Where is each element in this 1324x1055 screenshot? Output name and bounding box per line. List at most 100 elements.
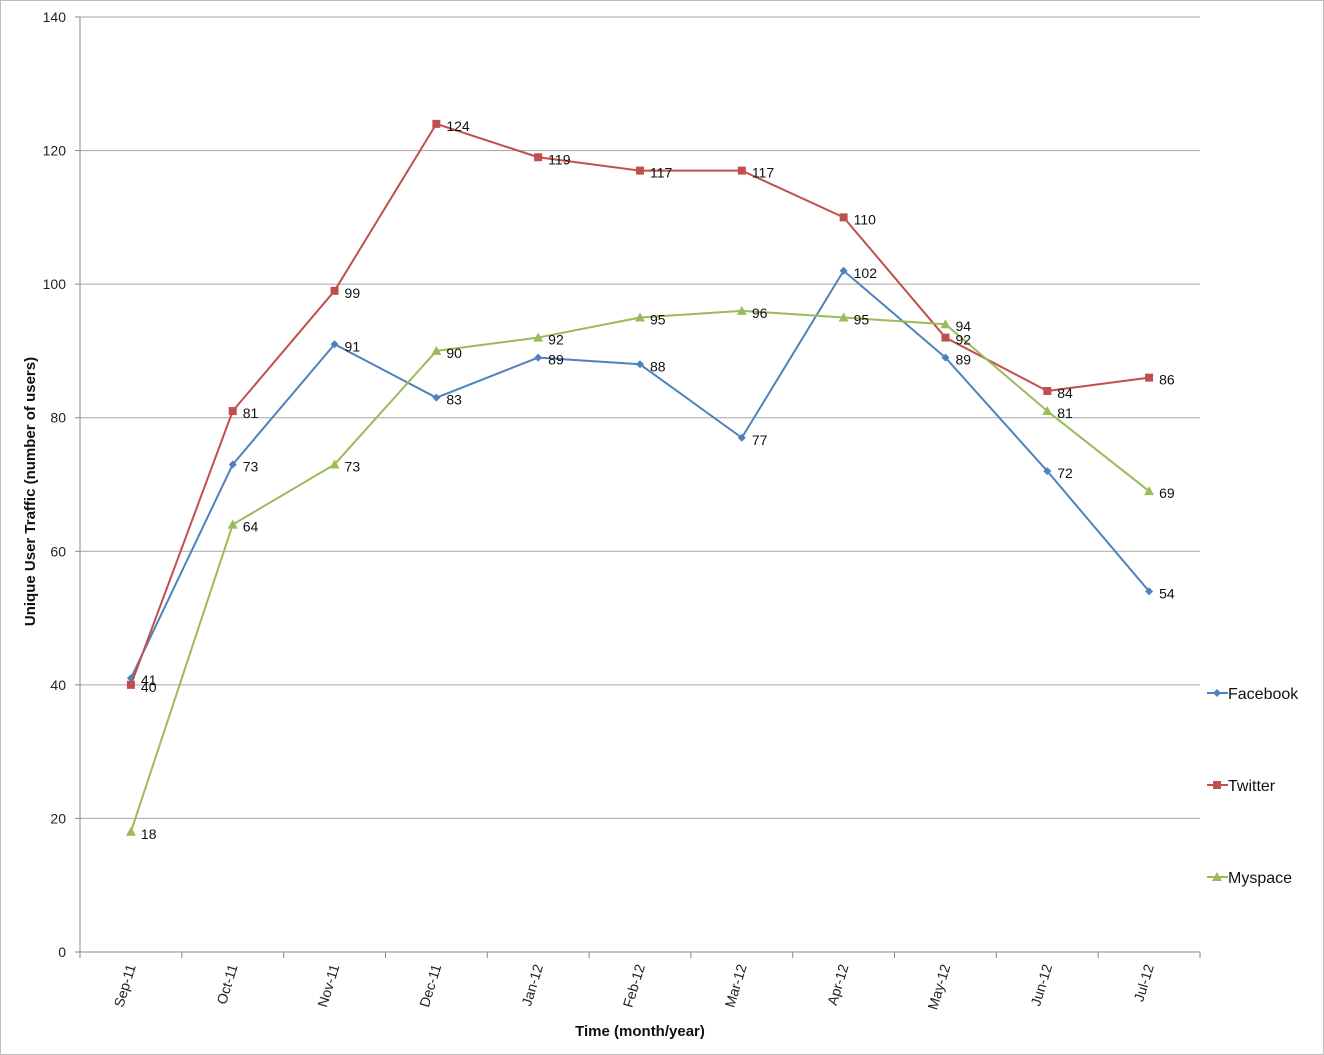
legend-marker-facebook	[1213, 689, 1221, 697]
facebook-data-label: 73	[243, 458, 259, 474]
facebook-point	[839, 266, 848, 275]
myspace-data-label: 69	[1159, 485, 1175, 501]
series-lines	[125, 119, 1155, 836]
facebook-data-label: 41	[141, 672, 157, 688]
facebook-point	[636, 360, 644, 369]
x-tick-label: Feb-12	[620, 962, 648, 1009]
twitter-data-label: 117	[752, 165, 775, 181]
legend-label-facebook: Facebook	[1228, 686, 1299, 703]
twitter-data-label: 117	[650, 165, 673, 181]
twitter-data-label: 92	[955, 332, 971, 348]
facebook-data-label: 91	[345, 338, 361, 354]
myspace-point	[1144, 486, 1155, 496]
y-tick-label: 40	[50, 677, 66, 693]
gridlines	[80, 16, 1200, 819]
myspace-data-label: 73	[345, 458, 361, 474]
facebook-data-label: 72	[1057, 465, 1073, 481]
x-tick-label: Jul-12	[1131, 962, 1158, 1003]
facebook-data-label: 89	[955, 352, 971, 368]
y-tick-label: 120	[43, 143, 67, 159]
y-tick-label: 0	[58, 944, 66, 960]
facebook-point	[1145, 587, 1154, 596]
myspace-point	[533, 332, 544, 342]
twitter-point	[839, 213, 848, 222]
myspace-point	[736, 305, 747, 315]
facebook-point	[432, 393, 441, 402]
facebook-data-label: 89	[548, 352, 564, 368]
myspace-point	[1042, 406, 1053, 416]
myspace-data-label: 92	[548, 332, 564, 348]
myspace-data-label: 64	[243, 519, 259, 535]
myspace-data-label: 95	[650, 312, 666, 328]
data-labels: 41 73 91 83 89 88 77 102 89 72 54 40 81 99 124 119 117 11…	[141, 118, 1175, 842]
myspace-point	[635, 312, 645, 322]
facebook-point	[1043, 467, 1052, 476]
facebook-point	[534, 353, 543, 362]
axes: 0 20 40 60 80 100 120 140 Sep-11 Oct-11 Nov-11 Dec-…	[43, 9, 1201, 1012]
myspace-series-line	[129, 309, 1150, 833]
y-tick-label: 60	[50, 543, 66, 559]
facebook-point	[737, 433, 746, 442]
facebook-series-line	[130, 269, 1150, 679]
twitter-point	[1145, 373, 1154, 382]
twitter-point	[1043, 387, 1052, 395]
twitter-point	[737, 166, 746, 175]
myspace-data-label: 18	[141, 826, 157, 842]
x-tick-label: Mar-12	[721, 962, 749, 1009]
twitter-data-label: 99	[345, 285, 361, 301]
y-axis-title: Unique User Traffic (number of users)	[22, 357, 39, 626]
twitter-data-label: 119	[548, 151, 571, 167]
twitter-data-label: 81	[243, 405, 259, 421]
myspace-point	[940, 319, 951, 329]
facebook-data-label: 77	[752, 432, 768, 448]
myspace-point	[125, 826, 136, 836]
twitter-point	[636, 166, 644, 175]
twitter-point	[432, 119, 441, 128]
myspace-data-label: 96	[752, 305, 768, 321]
facebook-data-label: 54	[1159, 585, 1175, 601]
twitter-point	[330, 286, 339, 295]
x-tick-label: Apr-12	[824, 962, 852, 1007]
twitter-data-label: 84	[1057, 385, 1073, 401]
x-tick-label: Oct-11	[213, 962, 240, 1006]
myspace-point	[227, 519, 238, 529]
facebook-data-label: 83	[446, 392, 462, 408]
x-tick-label: Dec-11	[416, 962, 444, 1009]
y-tick-label: 100	[43, 276, 67, 292]
facebook-data-label: 88	[650, 358, 666, 374]
twitter-point	[126, 680, 135, 689]
x-tick-label: Sep-11	[111, 962, 139, 1009]
twitter-point	[941, 333, 950, 342]
x-tick-label: Jan-12	[518, 962, 546, 1008]
facebook-point	[941, 353, 950, 362]
legend-marker-twitter	[1213, 781, 1221, 789]
myspace-data-label: 90	[446, 345, 462, 361]
x-axis-title: Time (month/year)	[575, 1023, 705, 1040]
myspace-point	[838, 312, 849, 322]
facebook-data-label: 102	[854, 265, 878, 281]
twitter-data-label: 124	[446, 118, 470, 134]
myspace-point	[329, 459, 340, 469]
legend: Facebook Twitter Myspace	[1207, 686, 1299, 887]
legend-marker-myspace	[1212, 872, 1222, 881]
y-tick-label: 140	[43, 9, 67, 25]
twitter-data-label: 110	[854, 211, 877, 227]
myspace-data-label: 94	[955, 318, 971, 334]
legend-label-myspace: Myspace	[1228, 870, 1292, 887]
myspace-data-label: 95	[854, 312, 870, 328]
myspace-point	[431, 345, 442, 355]
myspace-data-label: 81	[1057, 405, 1073, 421]
y-tick-label: 80	[50, 410, 66, 426]
x-tick-label: May-12	[924, 962, 953, 1012]
twitter-data-label: 40	[141, 679, 157, 695]
facebook-point	[228, 460, 237, 469]
twitter-data-label: 86	[1159, 372, 1175, 388]
twitter-point	[534, 153, 543, 162]
y-tick-label: 20	[50, 810, 66, 826]
x-tick-label: Nov-11	[314, 962, 342, 1009]
x-tick-label: Jun-12	[1027, 962, 1055, 1008]
facebook-point	[330, 340, 339, 349]
twitter-point	[228, 407, 237, 416]
